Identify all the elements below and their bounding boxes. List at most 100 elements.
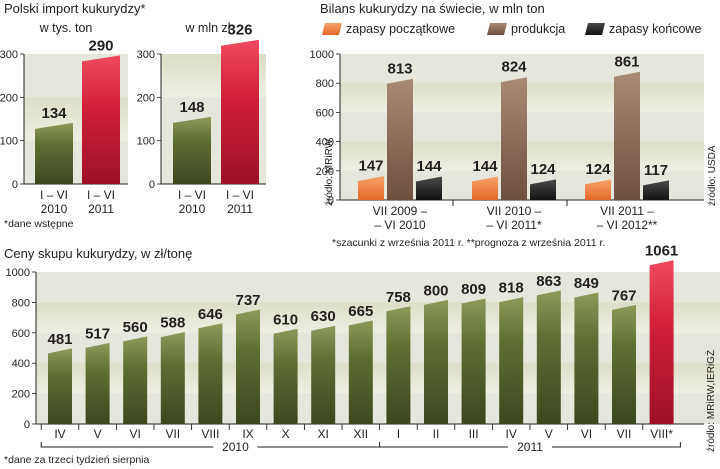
prices-year-label: 2011 — [517, 440, 543, 454]
prices-value: 737 — [235, 292, 260, 309]
import-pln-cat-year: 2010 — [179, 202, 206, 216]
balance-value: 124 — [585, 161, 611, 178]
balance-cat-label-2: – VI 2011* — [486, 218, 541, 232]
balance-ytick: 800 — [316, 78, 334, 90]
prices-value: 588 — [160, 315, 185, 332]
prices-bar — [160, 332, 185, 424]
import-pln-cat-year: 2011 — [227, 202, 253, 216]
balance-value: 144 — [416, 158, 442, 175]
prices-month-label: IV — [54, 427, 65, 441]
prices-value: 809 — [461, 281, 486, 298]
prices-ytick: 0 — [24, 419, 30, 431]
import-pln-ytick: 100 — [137, 136, 155, 148]
balance-bar-production — [614, 71, 640, 200]
prices-year-label-bg — [213, 440, 258, 454]
import-tons-value: 134 — [41, 105, 67, 122]
balance-ytick: 600 — [316, 107, 334, 119]
prices-ytick: 600 — [12, 328, 30, 340]
prices-value: 665 — [348, 303, 373, 320]
prices-value: 818 — [499, 280, 524, 297]
prices-plot-area — [36, 272, 720, 424]
import-pln-ytick: 200 — [137, 92, 155, 104]
prices-year-bracket-2011 — [379, 442, 681, 448]
prices-month-label: X — [282, 427, 290, 441]
import-pln-value: 326 — [227, 22, 252, 39]
import-pln-value: 148 — [179, 99, 204, 116]
balance-bar-final-stock — [416, 176, 442, 200]
balance-bar-production — [387, 78, 413, 200]
prices-bar — [649, 260, 674, 424]
import-tons-value: 290 — [88, 37, 113, 54]
prices-month-label: VII — [617, 427, 632, 441]
prices-value: 767 — [611, 287, 636, 304]
prices-bar — [424, 299, 448, 424]
prices-bar — [574, 292, 599, 424]
prices-band-upper — [36, 302, 720, 333]
import-tons-cat-label: I – VI — [40, 188, 68, 202]
balance-source-usda: źródło: USDA — [707, 145, 718, 206]
prices-value: 610 — [273, 311, 298, 328]
import-pln-ytick: 0 — [149, 179, 155, 191]
balance-cat-label: VII 2009 – — [373, 204, 428, 218]
prices-band-lower — [36, 363, 720, 394]
prices-value: 560 — [123, 319, 148, 336]
prices-month-label: IX — [242, 427, 253, 441]
prices-value: 800 — [423, 282, 448, 299]
balance-cat-label-2: – VI 2010 — [374, 218, 426, 232]
prices-year-label: 2010 — [222, 440, 249, 454]
import-pln-ytick: 300 — [137, 49, 155, 61]
balance-bar-initial-stock — [472, 176, 498, 200]
prices-value: 646 — [198, 306, 223, 323]
balance-value: 144 — [472, 158, 498, 175]
prices-bar — [536, 290, 561, 424]
balance-bar-initial-stock — [585, 179, 611, 200]
prices-ytick: 800 — [12, 297, 30, 309]
prices-bar — [236, 309, 260, 424]
prices-month-label: VII — [165, 427, 180, 441]
import-title: Polski import kukurydzy* — [4, 1, 146, 16]
balance-legend-label: produkcja — [511, 22, 565, 36]
prices-month-label: XI — [318, 427, 329, 441]
balance-bar-final-stock — [530, 179, 556, 200]
import-pln-cat-label: I – VI — [178, 188, 206, 202]
prices-year-bracket-2010 — [40, 442, 381, 448]
import-pln-subtitle: w mln zł — [184, 21, 230, 35]
balance-value: 813 — [387, 60, 412, 77]
prices-bar — [386, 306, 411, 424]
prices-month-label: V — [94, 427, 102, 441]
prices-bar — [311, 325, 336, 424]
prices-value: 517 — [85, 325, 110, 342]
balance-ytick: 1000 — [310, 49, 334, 61]
import-footnote: *dane wstępne — [4, 218, 74, 230]
balance-bar-production — [501, 77, 527, 200]
prices-bar — [612, 304, 636, 424]
import-tons-ytick: 300 — [0, 49, 18, 61]
prices-value: 481 — [47, 331, 72, 348]
import-tons-ytick: 100 — [0, 136, 18, 148]
prices-value: 630 — [311, 308, 336, 325]
import-tons-cat-year: 2011 — [88, 202, 114, 216]
prices-bar — [499, 297, 524, 424]
prices-month-label: VIII* — [650, 427, 673, 441]
balance-bar-initial-stock — [358, 176, 384, 200]
balance-value: 124 — [530, 161, 556, 178]
balance-cat-label: VII 2011 – — [600, 204, 654, 218]
balance-value: 147 — [358, 158, 383, 175]
prices-ytick: 1000 — [6, 267, 30, 279]
prices-value: 1061 — [645, 243, 678, 260]
balance-legend-swatch — [585, 23, 605, 35]
prices-month-label: VIII — [201, 427, 219, 441]
prices-bar — [85, 342, 110, 424]
prices-ytick: 400 — [12, 358, 30, 370]
prices-bar — [273, 328, 298, 424]
balance-cat-label-2: – VI 2012** — [597, 218, 658, 232]
import-pln-bar — [221, 39, 259, 184]
import-tons-cat-year: 2010 — [41, 202, 68, 216]
import-tons-subtitle: w tys. ton — [39, 21, 93, 35]
balance-ytick: 0 — [328, 195, 334, 207]
import-tons-bar — [82, 55, 120, 185]
balance-legend-swatch — [322, 23, 342, 35]
import-tons-cat-label: I – VI — [87, 188, 115, 202]
prices-month-label: V — [545, 427, 553, 441]
